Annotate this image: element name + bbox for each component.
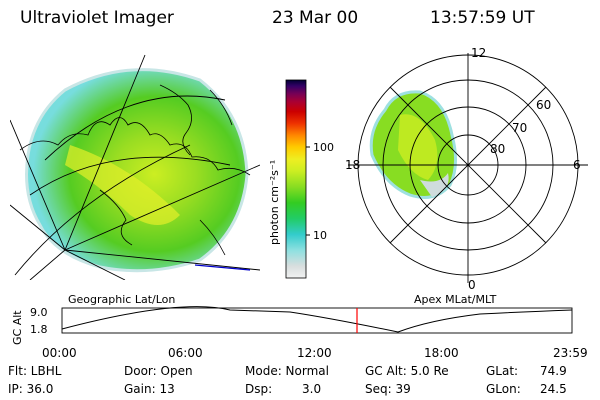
x-tick-2359: 23:59 xyxy=(553,346,588,360)
x-tick-0000: 00:00 xyxy=(42,346,77,360)
lat-label-60: 60 xyxy=(536,98,551,112)
gain-label: Gain: 13 xyxy=(124,382,175,396)
instrument-title: Ultraviolet Imager xyxy=(20,8,174,28)
mlt-label-18: 18 xyxy=(345,158,360,172)
altitude-curve xyxy=(61,306,573,333)
x-tick-1800: 18:00 xyxy=(424,346,459,360)
glat-label: GLat: xyxy=(486,364,519,378)
door-label: Door: Open xyxy=(124,364,193,378)
mlt-label-12: 12 xyxy=(471,46,486,60)
mode-label: Mode: Normal xyxy=(245,364,329,378)
glon-value: 24.5 xyxy=(540,382,567,396)
observation-date: 23 Mar 00 xyxy=(272,8,359,28)
lat-label-70: 70 xyxy=(512,121,527,135)
y-tick-9: 9.0 xyxy=(30,306,48,319)
polar-mlat-mlt-plot: 12 18 6 0 60 70 80 xyxy=(345,46,588,290)
glat-value: 74.9 xyxy=(540,364,567,378)
gc-alt-label: GC Alt: 5.0 Re xyxy=(365,364,449,378)
polar-grid xyxy=(348,53,588,283)
geographic-auroral-image xyxy=(10,54,260,280)
timeline-right-title: Apex MLat/MLT xyxy=(414,293,497,306)
glon-label: GLon: xyxy=(486,382,521,396)
mlt-label-0: 0 xyxy=(468,278,476,290)
mlt-label-6: 6 xyxy=(573,158,581,172)
colorbar-tick-label: 100 xyxy=(313,141,334,154)
geo-bright-arc xyxy=(65,145,180,225)
colorbar-tick-label: 10 xyxy=(313,229,327,242)
observation-time: 13:57:59 UT xyxy=(430,8,535,28)
terminator-line xyxy=(194,264,251,271)
y-tick-1.8: 1.8 xyxy=(30,323,48,336)
colorbar-unit-label: photon cm⁻²s⁻¹ xyxy=(268,160,281,245)
x-tick-1200: 12:00 xyxy=(297,346,332,360)
seq-label: Seq: 39 xyxy=(365,382,411,396)
timeline-left-title: Geographic Lat/Lon xyxy=(68,293,176,306)
gc-altitude-timeline: GC Alt 9.0 1.8 xyxy=(11,306,573,345)
timeline-frame xyxy=(61,307,573,334)
colorbar-scale xyxy=(285,79,307,279)
timeline-axis-label: GC Alt xyxy=(11,310,24,345)
dsp-label: Dsp: xyxy=(245,382,273,396)
coastline-outline xyxy=(19,84,251,256)
geo-emission-region xyxy=(25,68,249,273)
x-tick-0600: 06:00 xyxy=(168,346,203,360)
intensity-colorbar: 100 10 photon cm⁻²s⁻¹ xyxy=(268,79,334,279)
filter-label: Flt: LBHL xyxy=(8,364,62,378)
ip-label: IP: 36.0 xyxy=(8,382,54,396)
lat-label-80: 80 xyxy=(490,142,505,156)
lat-lon-grid xyxy=(10,54,260,280)
dsp-value: 3.0 xyxy=(302,382,322,396)
